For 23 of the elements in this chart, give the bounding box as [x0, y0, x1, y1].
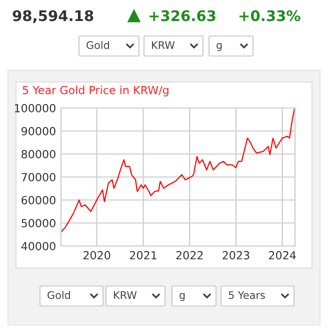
text: 98,594.18	[12, 10, 94, 24]
text: g	[180, 293, 185, 302]
text: Gold	[86, 40, 110, 50]
y-tick-label: 60000	[22, 196, 56, 204]
text: g	[216, 43, 222, 52]
text: Gold	[48, 290, 70, 300]
text: KRW	[114, 291, 137, 299]
text: 5 Years	[228, 291, 265, 300]
chart-title: 5 Year Gold Price in KRW/g	[22, 86, 168, 96]
text: +0.33%	[240, 10, 300, 22]
x-tick-label: 2024	[268, 251, 296, 260]
x-tick-label: 2023	[222, 251, 250, 260]
x-tick-label: 2020	[83, 251, 110, 260]
y-tick-label: 100000	[14, 104, 56, 112]
text: +326.63	[150, 10, 216, 22]
y-tick-label: 90000	[21, 126, 56, 136]
x-tick-label: 2022	[176, 251, 203, 260]
y-tick-label: 80000	[22, 150, 56, 158]
text: KRW	[152, 41, 175, 49]
y-tick-label: 50000	[22, 218, 56, 228]
y-tick-label: 70000	[22, 172, 56, 182]
y-tick-label: 40000	[21, 242, 56, 250]
x-tick-label: 2021	[130, 251, 156, 260]
